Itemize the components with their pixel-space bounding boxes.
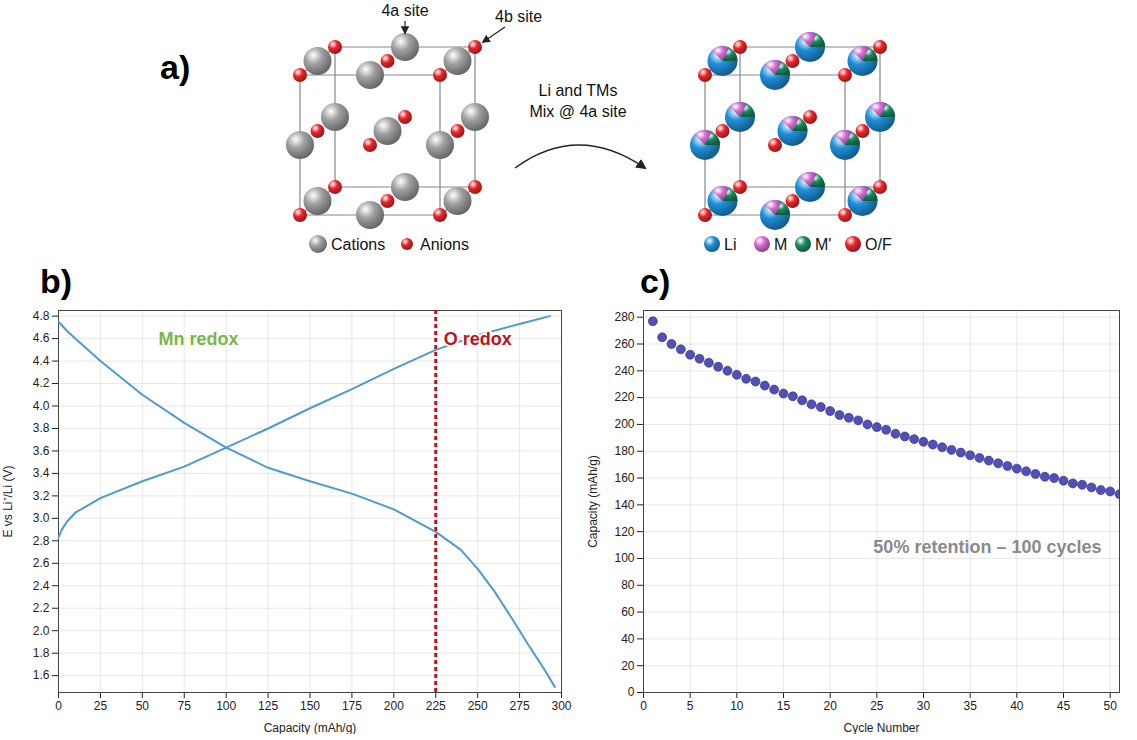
- svg-text:140: 140: [614, 498, 634, 512]
- svg-text:2.0: 2.0: [33, 624, 50, 638]
- svg-text:2.4: 2.4: [33, 579, 50, 593]
- svg-text:40: 40: [1010, 699, 1024, 713]
- svg-text:Anions: Anions: [420, 236, 469, 253]
- svg-text:5: 5: [687, 699, 694, 713]
- svg-text:M': M': [815, 236, 831, 253]
- svg-text:Li: Li: [724, 236, 736, 253]
- svg-text:4a site: 4a site: [381, 2, 428, 19]
- svg-text:160: 160: [614, 471, 634, 485]
- svg-text:2.6: 2.6: [33, 556, 50, 570]
- svg-text:60: 60: [621, 605, 635, 619]
- svg-text:O redox: O redox: [444, 329, 512, 349]
- svg-text:40: 40: [621, 632, 635, 646]
- html-text:a): a): [160, 48, 191, 86]
- svg-text:50: 50: [1103, 699, 1117, 713]
- svg-text:15: 15: [777, 699, 791, 713]
- svg-text:300: 300: [551, 699, 571, 713]
- svg-text:240: 240: [614, 364, 634, 378]
- svg-text:280: 280: [614, 310, 634, 324]
- svg-text:3.8: 3.8: [33, 421, 50, 435]
- svg-text:3.2: 3.2: [33, 489, 50, 503]
- svg-text:4.8: 4.8: [33, 309, 50, 323]
- svg-text:260: 260: [614, 337, 634, 351]
- svg-text:Capacity (mAh/g): Capacity (mAh/g): [586, 455, 600, 548]
- svg-text:O/F: O/F: [865, 236, 892, 253]
- svg-text:175: 175: [342, 699, 362, 713]
- svg-text:1.8: 1.8: [33, 646, 50, 660]
- svg-text:200: 200: [614, 417, 634, 431]
- svg-text:2.8: 2.8: [33, 534, 50, 548]
- svg-text:125: 125: [258, 699, 278, 713]
- html-text:b): b): [40, 262, 73, 300]
- svg-text:Cations: Cations: [331, 236, 385, 253]
- svg-text:0: 0: [55, 699, 62, 713]
- svg-text:225: 225: [426, 699, 446, 713]
- svg-text:E vs Li⁺/Li (V): E vs Li⁺/Li (V): [1, 465, 15, 537]
- svg-text:250: 250: [468, 699, 488, 713]
- svg-text:80: 80: [621, 578, 635, 592]
- svg-text:4.6: 4.6: [33, 331, 50, 345]
- svg-text:M: M: [774, 236, 787, 253]
- svg-text:275: 275: [510, 699, 530, 713]
- svg-text:Cycle Number: Cycle Number: [843, 721, 919, 735]
- svg-text:3.4: 3.4: [33, 466, 50, 480]
- svg-text:45: 45: [1057, 699, 1071, 713]
- svg-text:0: 0: [640, 699, 647, 713]
- svg-text:50% retention – 100 cycles: 50% retention – 100 cycles: [873, 537, 1101, 557]
- svg-text:Li and TMs: Li and TMs: [539, 82, 618, 99]
- svg-text:150: 150: [300, 699, 320, 713]
- svg-text:4.4: 4.4: [33, 354, 50, 368]
- svg-text:120: 120: [614, 524, 634, 538]
- svg-text:20: 20: [823, 699, 837, 713]
- svg-text:35: 35: [963, 699, 977, 713]
- svg-text:30: 30: [917, 699, 931, 713]
- svg-text:1.6: 1.6: [33, 668, 50, 682]
- svg-text:3.6: 3.6: [33, 444, 50, 458]
- svg-text:10: 10: [730, 699, 744, 713]
- svg-text:25: 25: [870, 699, 884, 713]
- svg-text:Mix @ 4a site: Mix @ 4a site: [529, 103, 626, 120]
- svg-text:25: 25: [94, 699, 108, 713]
- svg-text:2.2: 2.2: [33, 601, 50, 615]
- svg-text:4.0: 4.0: [33, 399, 50, 413]
- svg-text:180: 180: [614, 444, 634, 458]
- svg-text:75: 75: [178, 699, 192, 713]
- html-text:c): c): [640, 262, 671, 300]
- svg-text:220: 220: [614, 390, 634, 404]
- svg-text:50: 50: [136, 699, 150, 713]
- svg-text:4.2: 4.2: [33, 376, 50, 390]
- svg-text:20: 20: [621, 659, 635, 673]
- svg-text:Mn redox: Mn redox: [159, 329, 239, 349]
- svg-text:4b site: 4b site: [495, 8, 542, 25]
- svg-text:Capacity (mAh/g): Capacity (mAh/g): [264, 721, 357, 735]
- svg-text:3.0: 3.0: [33, 511, 50, 525]
- svg-text:100: 100: [216, 699, 236, 713]
- svg-text:200: 200: [384, 699, 404, 713]
- svg-text:0: 0: [628, 685, 635, 699]
- svg-text:100: 100: [614, 551, 634, 565]
